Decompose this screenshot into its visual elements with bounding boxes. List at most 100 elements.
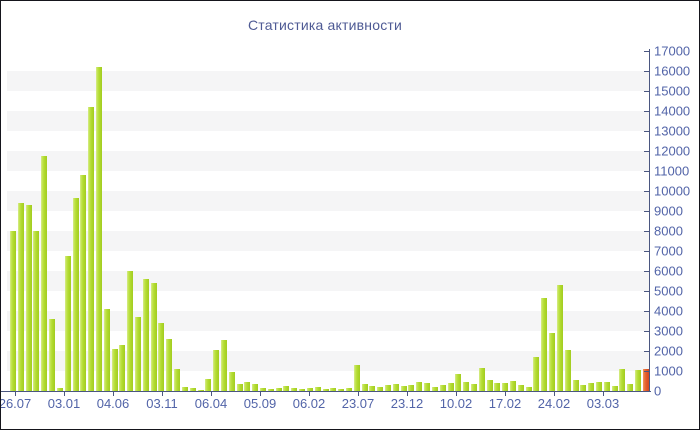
x-axis-tick (260, 392, 261, 396)
x-axis-tick (162, 392, 163, 396)
x-axis-label: 24.02 (537, 396, 571, 411)
y-axis-tick (644, 131, 650, 132)
activity-bar (478, 368, 485, 391)
activity-bar (291, 388, 298, 391)
x-axis-label: 17.02 (488, 396, 522, 411)
activity-bar (470, 384, 477, 391)
activity-bar (111, 349, 118, 391)
x-axis-label: 23.07 (341, 396, 375, 411)
x-axis-tick (407, 392, 408, 396)
x-axis-tick (113, 392, 114, 396)
activity-bar-current (642, 369, 649, 391)
bars-container (7, 51, 649, 391)
activity-bar (588, 383, 595, 391)
activity-bar (189, 388, 196, 391)
y-axis-label: 0 (654, 383, 662, 399)
activity-bar (244, 382, 251, 391)
activity-bar (338, 389, 345, 391)
y-axis-tick (644, 91, 650, 92)
activity-bar (41, 156, 48, 391)
grid-band (7, 151, 649, 171)
y-axis-label: 12000 (654, 143, 691, 159)
activity-bar (252, 384, 259, 391)
x-axis-tick (603, 392, 604, 396)
y-axis-label: 3000 (654, 323, 683, 339)
activity-bar (283, 386, 290, 391)
activity-bar (400, 386, 407, 391)
x-axis-tick (211, 392, 212, 396)
grid-band (7, 111, 649, 131)
y-axis-label: 15000 (654, 83, 691, 99)
activity-bar (135, 317, 141, 391)
y-axis-label: 16000 (654, 63, 691, 79)
activity-bar (158, 323, 165, 391)
activity-bar (220, 340, 227, 391)
activity-bar (502, 383, 509, 391)
x-axis-label: 26.07 (0, 396, 32, 411)
activity-bar (33, 231, 40, 391)
y-axis-tick (644, 111, 650, 112)
y-axis-tick (644, 351, 650, 352)
plot-area (7, 51, 649, 391)
x-axis-line (1, 391, 651, 392)
activity-bar (627, 384, 634, 391)
x-axis-label: 06.02 (292, 396, 326, 411)
x-axis-tick (554, 392, 555, 396)
activity-bar (377, 387, 384, 391)
activity-bar (25, 205, 32, 391)
activity-bar (205, 379, 212, 391)
y-axis-label: 5000 (654, 283, 683, 299)
activity-bar (181, 387, 188, 391)
y-axis-tick (644, 231, 650, 232)
activity-bar (431, 387, 438, 391)
activity-bar (408, 385, 415, 391)
activity-bar (392, 384, 399, 391)
activity-bar (447, 383, 454, 391)
y-axis-tick (644, 71, 650, 72)
activity-bar (439, 385, 446, 391)
activity-bar (580, 385, 587, 391)
activity-bar (95, 67, 102, 391)
x-axis-label: 03.11 (146, 396, 178, 411)
grid-band (7, 311, 649, 331)
y-axis-label: 7000 (654, 243, 683, 259)
activity-bar (236, 384, 243, 391)
activity-bar (49, 319, 56, 391)
activity-bar (64, 256, 71, 391)
y-axis-tick (644, 251, 650, 252)
activity-bar (322, 389, 329, 391)
activity-bar (595, 382, 602, 391)
x-axis-tick (456, 392, 457, 396)
x-axis-label: 03.03 (586, 396, 620, 411)
y-axis-tick (644, 171, 650, 172)
x-axis-label: 03.01 (47, 396, 81, 411)
activity-bar (455, 374, 462, 391)
activity-bar (494, 383, 501, 391)
activity-bar (314, 387, 321, 391)
y-axis-label: 13000 (654, 123, 691, 139)
activity-bar (486, 380, 493, 391)
y-axis-tick (644, 371, 650, 372)
y-axis-tick (644, 211, 650, 212)
activity-bar (572, 380, 579, 391)
grid-band (7, 71, 649, 91)
y-axis-tick (644, 311, 650, 312)
activity-bar (611, 386, 618, 391)
activity-bar (525, 387, 532, 391)
grid-band (7, 231, 649, 251)
y-axis-label: 14000 (654, 103, 691, 119)
activity-bar (56, 388, 63, 391)
activity-bar (345, 388, 352, 391)
activity-bar (361, 384, 368, 391)
activity-bar (166, 339, 173, 391)
activity-bar (174, 369, 181, 391)
x-axis-label: 04.06 (96, 396, 130, 411)
activity-bar (267, 389, 274, 391)
y-axis-tick (644, 271, 650, 272)
activity-bar (213, 350, 220, 391)
activity-bar (635, 370, 641, 391)
activity-bar (416, 382, 423, 391)
x-axis-label: 06.04 (194, 396, 228, 411)
activity-bar (275, 388, 282, 391)
activity-bar (603, 382, 610, 391)
